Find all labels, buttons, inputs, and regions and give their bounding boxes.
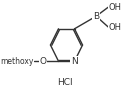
Text: methoxy: methoxy bbox=[0, 57, 34, 66]
Text: OH: OH bbox=[109, 3, 121, 12]
Text: O: O bbox=[40, 57, 47, 66]
Text: B: B bbox=[93, 12, 99, 21]
Text: OH: OH bbox=[109, 22, 121, 32]
Text: N: N bbox=[71, 57, 78, 66]
Text: methoxy: methoxy bbox=[0, 57, 33, 66]
Text: HCl: HCl bbox=[57, 78, 73, 87]
